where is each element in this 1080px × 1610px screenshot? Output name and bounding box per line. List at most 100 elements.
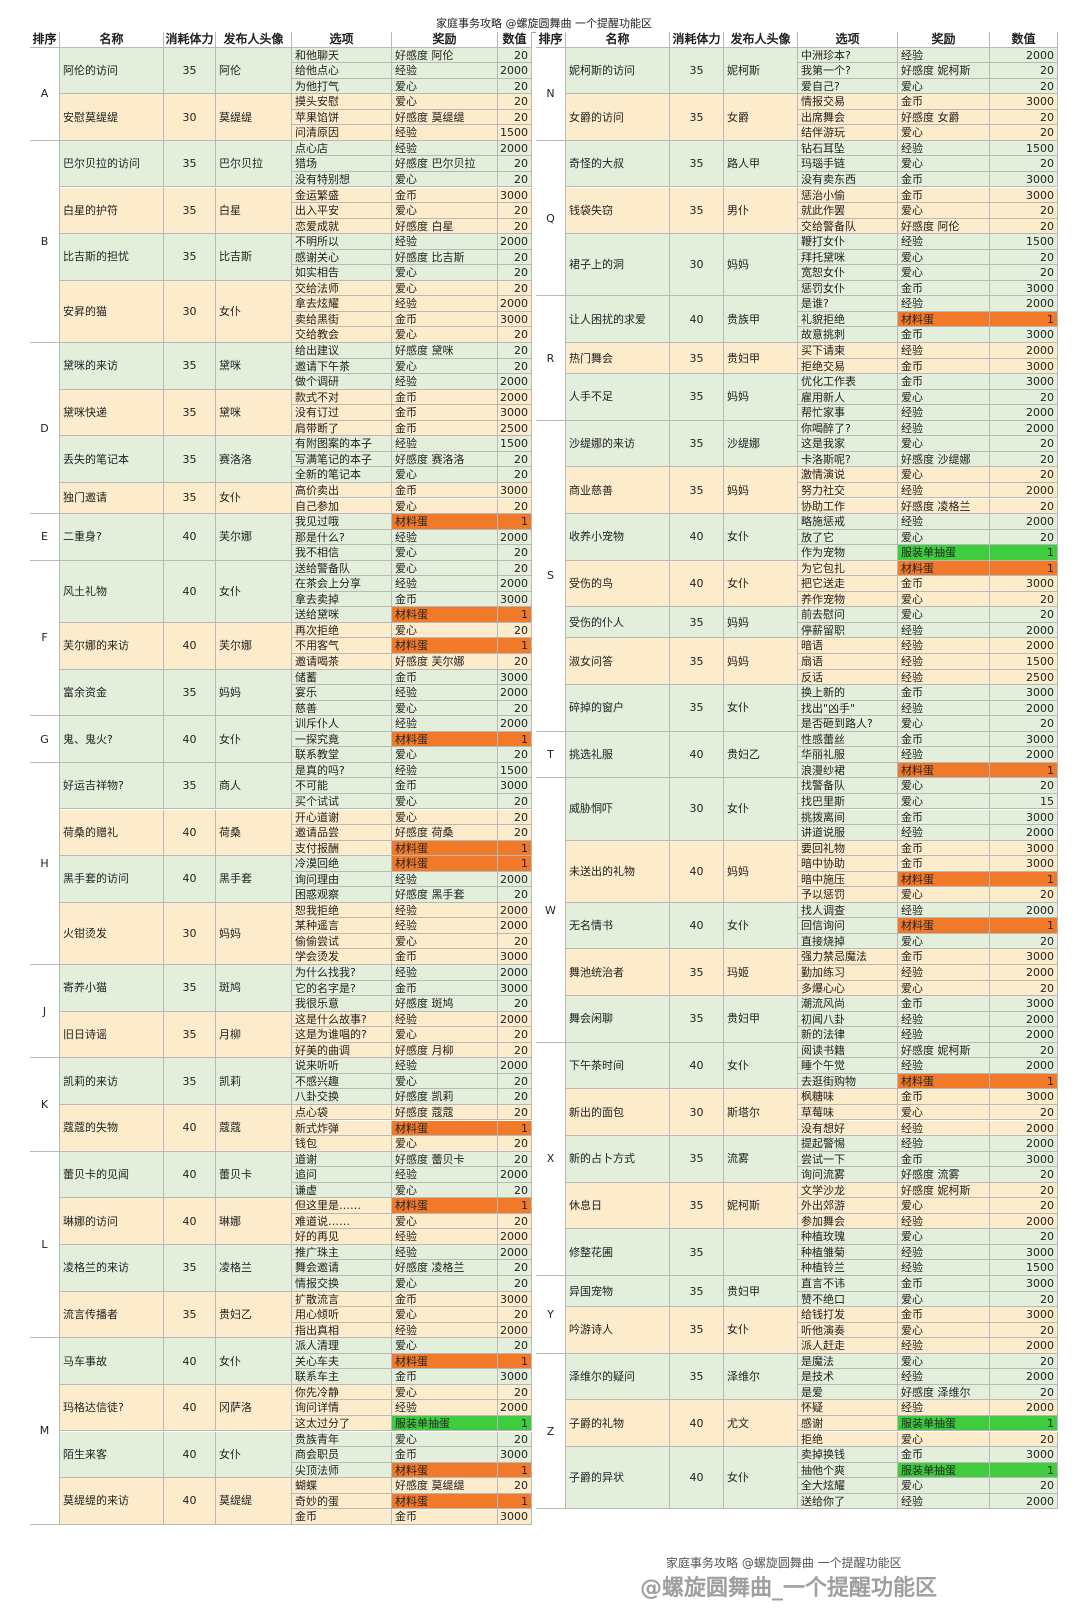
value-cell: 3000 [498, 1509, 532, 1525]
quest-avatar: 女仆 [216, 280, 292, 343]
value-cell: 2000 [990, 420, 1058, 437]
quest-avatar: 玛姬 [724, 949, 798, 997]
quest-cost: 40 [670, 1042, 724, 1090]
quest-avatar: 女仆 [216, 716, 292, 763]
value-cell: 20 [498, 343, 532, 359]
option-cell: 难道说…… [292, 1213, 392, 1230]
reward-cell: 好感度 蔻蔻 [392, 1104, 498, 1121]
option-cell: 钱包 [292, 1136, 392, 1152]
value-cell: 2000 [990, 1136, 1058, 1152]
quest-avatar: 蕾贝卡 [216, 1151, 292, 1199]
value-cell: 2000 [990, 405, 1058, 421]
quest-name: 好运吉祥物? [60, 762, 164, 810]
reward-cell: 金币 [898, 327, 990, 343]
option-cell: 学会烫发 [292, 949, 392, 965]
reward-cell: 金币 [898, 949, 990, 965]
value-cell: 20 [990, 389, 1058, 406]
quest-name: 安昇的猫 [60, 280, 164, 343]
reward-cell: 爱心 [898, 436, 990, 452]
value-cell: 2000 [498, 1011, 532, 1028]
quest-avatar: 路人甲 [724, 140, 798, 188]
quest-cost: 40 [164, 514, 216, 561]
value-cell: 20 [498, 809, 532, 826]
option-cell: 就此作罢 [798, 203, 898, 219]
quest-cost: 30 [164, 280, 216, 343]
value-cell: 3000 [990, 1151, 1058, 1168]
value-cell: 20 [990, 156, 1058, 172]
value-cell: 20 [990, 933, 1058, 950]
option-cell: 性感蕾丝 [798, 731, 898, 748]
reward-cell: 经验 [898, 638, 990, 654]
value-cell: 20 [990, 1182, 1058, 1199]
value-cell: 20 [498, 825, 532, 841]
option-cell: 给出建议 [292, 343, 392, 359]
quest-cost: 35 [164, 1291, 216, 1339]
quest-cost: 40 [164, 809, 216, 857]
value-cell: 3000 [990, 840, 1058, 857]
option-cell: 冷漠回绝 [292, 856, 392, 872]
letter-group: R [536, 296, 566, 421]
reward-cell: 金币 [392, 778, 498, 794]
value-cell: 1 [498, 638, 532, 654]
option-cell: 睡个午觉 [798, 1058, 898, 1074]
option-cell: 它的名字是? [292, 980, 392, 997]
quest-cost: 35 [670, 94, 724, 141]
value-cell: 1 [498, 1198, 532, 1214]
reward-cell: 爱心 [898, 1291, 990, 1308]
quest-name: 旧日诗谣 [60, 1011, 164, 1059]
option-cell: 用心倾听 [292, 1307, 392, 1323]
reward-cell: 材料蛋 [898, 311, 990, 328]
quest-name: 独门邀请 [60, 482, 164, 515]
quest-avatar: 阿伦 [216, 47, 292, 95]
reward-cell: 材料蛋 [392, 731, 498, 748]
reward-cell: 材料蛋 [392, 840, 498, 857]
reward-cell: 金币 [392, 949, 498, 965]
quest-name: 比吉斯的担忧 [60, 234, 164, 281]
option-cell: 买下请柬 [798, 343, 898, 359]
quest-cost: 35 [670, 607, 724, 639]
quest-name: 黛咪的来访 [60, 343, 164, 390]
header-cell: 消耗体力 [670, 32, 724, 48]
quest-cost: 35 [670, 1307, 724, 1354]
option-cell: 再次拒绝 [292, 622, 392, 639]
option-cell: 偷偷尝试 [292, 933, 392, 950]
reward-cell: 爱心 [898, 980, 990, 997]
reward-cell: 经验 [392, 296, 498, 312]
value-cell: 20 [990, 63, 1058, 79]
value-cell: 20 [498, 654, 532, 670]
quest-name: 淑女问答 [566, 638, 670, 686]
quest-cost: 35 [164, 669, 216, 717]
reward-cell: 经验 [898, 700, 990, 717]
value-cell: 20 [498, 327, 532, 343]
value-cell: 20 [498, 700, 532, 717]
quest-avatar: 巴尔贝拉 [216, 140, 292, 188]
quest-cost: 40 [164, 1431, 216, 1479]
reward-cell: 爱心 [392, 1182, 498, 1199]
quest-name: 受伤的鸟 [566, 560, 670, 608]
option-cell: 关心车夫 [292, 1353, 392, 1370]
quest-cost: 35 [164, 47, 216, 95]
reward-cell: 金币 [392, 1369, 498, 1385]
reward-cell: 好感度 妮柯斯 [898, 1182, 990, 1199]
option-cell: 感谢 [798, 1415, 898, 1432]
value-cell: 3000 [990, 171, 1058, 188]
value-cell: 20 [498, 498, 532, 515]
letter-group: J [30, 965, 60, 1059]
reward-cell: 经验 [392, 965, 498, 981]
value-cell: 1 [990, 311, 1058, 328]
value-cell: 2000 [990, 965, 1058, 981]
value-cell: 20 [498, 1042, 532, 1059]
option-cell: 支付报酬 [292, 840, 392, 857]
reward-cell: 材料蛋 [392, 638, 498, 654]
option-cell: 不感兴趣 [292, 1073, 392, 1090]
quest-avatar: 冈萨洛 [216, 1384, 292, 1432]
option-cell: 送给你了 [798, 1493, 898, 1510]
quest-cost: 40 [670, 840, 724, 903]
reward-cell: 服装单抽蛋 [392, 1415, 498, 1432]
value-cell: 3000 [498, 311, 532, 328]
value-cell: 3000 [498, 778, 532, 794]
reward-cell: 爱心 [898, 1198, 990, 1214]
value-cell: 20 [498, 156, 532, 172]
value-cell: 3000 [498, 1369, 532, 1385]
value-cell: 1500 [990, 140, 1058, 157]
